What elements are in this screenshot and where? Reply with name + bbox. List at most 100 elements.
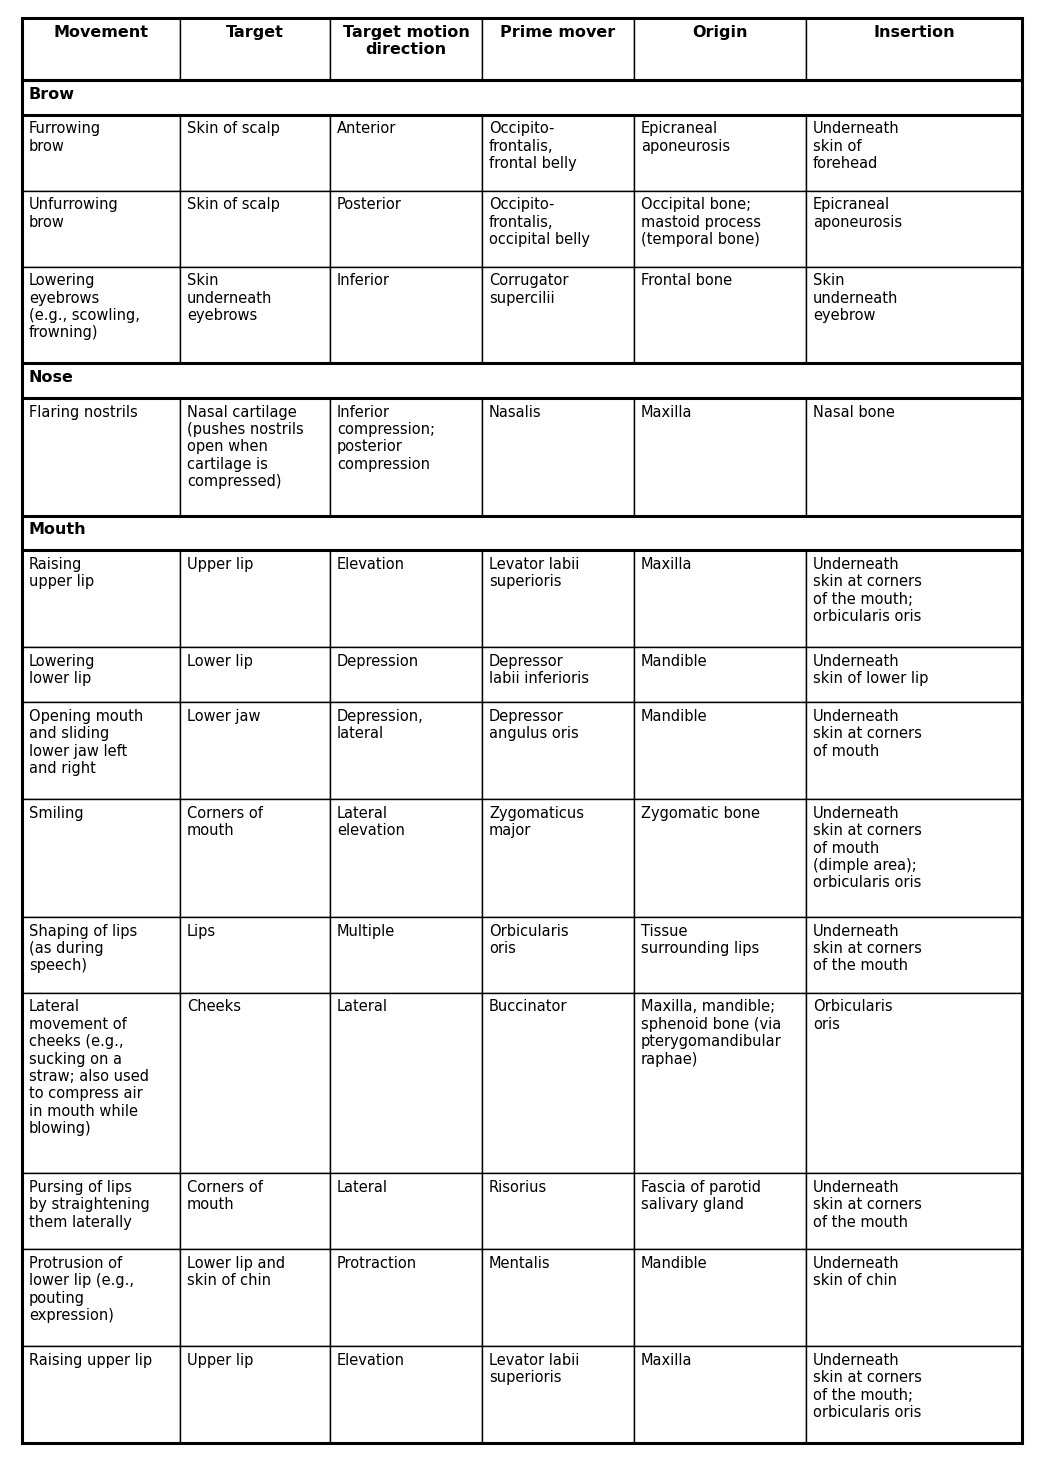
Text: Upper lip: Upper lip	[187, 557, 254, 573]
Bar	[634, 397, 806, 516]
Text: Flaring nostrils: Flaring nostrils	[29, 405, 137, 419]
Text: Lips: Lips	[187, 923, 216, 938]
Text: Unfurrowing
brow: Unfurrowing brow	[29, 197, 119, 229]
Bar	[806, 190, 1022, 266]
Text: Smiling: Smiling	[29, 806, 83, 821]
Text: Anterior: Anterior	[337, 121, 396, 136]
Bar	[180, 993, 330, 1173]
Bar	[806, 1173, 1022, 1249]
Text: Lateral
movement of
cheeks (e.g.,
sucking on a
straw; also used
to compress air
: Lateral movement of cheeks (e.g., suckin…	[29, 999, 149, 1137]
Text: Maxilla, mandible;
sphenoid bone (via
pterygomandibular
raphae): Maxilla, mandible; sphenoid bone (via pt…	[641, 999, 782, 1067]
Bar	[180, 18, 330, 80]
Bar	[180, 647, 330, 703]
Text: Skin
underneath
eyebrow: Skin underneath eyebrow	[813, 273, 899, 323]
Bar	[330, 993, 482, 1173]
Bar	[482, 647, 634, 703]
Bar	[806, 18, 1022, 80]
Bar	[330, 647, 482, 703]
Bar	[180, 114, 330, 190]
Text: Raising upper lip: Raising upper lip	[29, 1353, 152, 1367]
Text: Lower lip: Lower lip	[187, 655, 253, 669]
Bar	[330, 703, 482, 799]
Text: Skin of scalp: Skin of scalp	[187, 121, 280, 136]
Bar	[330, 1173, 482, 1249]
Text: Buccinator: Buccinator	[489, 999, 568, 1014]
Text: Maxilla: Maxilla	[641, 557, 693, 573]
Bar	[482, 918, 634, 993]
Bar	[180, 266, 330, 364]
Bar	[482, 397, 634, 516]
Bar	[22, 190, 180, 266]
Bar	[180, 1346, 330, 1443]
Bar	[482, 1173, 634, 1249]
Bar	[330, 18, 482, 80]
Text: Occipito-
frontalis,
frontal belly: Occipito- frontalis, frontal belly	[489, 121, 577, 171]
Text: Lateral: Lateral	[337, 1180, 388, 1195]
Text: Prime mover: Prime mover	[500, 25, 616, 39]
Text: Cheeks: Cheeks	[187, 999, 241, 1014]
Bar	[634, 918, 806, 993]
Text: Zygomatic bone: Zygomatic bone	[641, 806, 760, 821]
Text: Occipito-
frontalis,
occipital belly: Occipito- frontalis, occipital belly	[489, 197, 590, 247]
Bar	[330, 397, 482, 516]
Bar	[634, 993, 806, 1173]
Text: Depression: Depression	[337, 655, 419, 669]
Text: Underneath
skin at corners
of mouth: Underneath skin at corners of mouth	[813, 709, 921, 758]
Bar	[22, 364, 1022, 397]
Text: Underneath
skin of
forehead: Underneath skin of forehead	[813, 121, 900, 171]
Text: Fascia of parotid
salivary gland: Fascia of parotid salivary gland	[641, 1180, 761, 1213]
Bar	[482, 114, 634, 190]
Bar	[634, 1249, 806, 1346]
Bar	[482, 18, 634, 80]
Bar	[180, 551, 330, 647]
Bar	[806, 993, 1022, 1173]
Bar	[806, 918, 1022, 993]
Bar	[482, 1346, 634, 1443]
Text: Underneath
skin at corners
of the mouth: Underneath skin at corners of the mouth	[813, 1180, 921, 1230]
Bar	[330, 266, 482, 364]
Bar	[806, 799, 1022, 918]
Text: Levator labii
superioris: Levator labii superioris	[489, 557, 579, 589]
Text: Depression,
lateral: Depression, lateral	[337, 709, 423, 741]
Bar	[482, 703, 634, 799]
Text: Protrusion of
lower lip (e.g.,
pouting
expression): Protrusion of lower lip (e.g., pouting e…	[29, 1256, 134, 1324]
Bar	[482, 799, 634, 918]
Text: Underneath
skin at corners
of the mouth: Underneath skin at corners of the mouth	[813, 923, 921, 973]
Text: Maxilla: Maxilla	[641, 1353, 693, 1367]
Text: Orbicularis
oris: Orbicularis oris	[813, 999, 892, 1031]
Text: Lower jaw: Lower jaw	[187, 709, 260, 723]
Bar	[22, 266, 180, 364]
Text: Risorius: Risorius	[489, 1180, 547, 1195]
Bar	[330, 114, 482, 190]
Bar	[634, 551, 806, 647]
Text: Lowering
lower lip: Lowering lower lip	[29, 655, 96, 687]
Bar	[634, 1346, 806, 1443]
Text: Inferior
compression;
posterior
compression: Inferior compression; posterior compress…	[337, 405, 435, 472]
Bar	[180, 1249, 330, 1346]
Text: Posterior: Posterior	[337, 197, 401, 212]
Text: Levator labii
superioris: Levator labii superioris	[489, 1353, 579, 1385]
Bar	[330, 1249, 482, 1346]
Text: Orbicularis
oris: Orbicularis oris	[489, 923, 569, 955]
Text: Shaping of lips
(as during
speech): Shaping of lips (as during speech)	[29, 923, 137, 973]
Bar	[330, 918, 482, 993]
Text: Target: Target	[226, 25, 284, 39]
Bar	[634, 18, 806, 80]
Text: Nasal bone: Nasal bone	[813, 405, 894, 419]
Bar	[482, 266, 634, 364]
Text: Mandible: Mandible	[641, 1256, 707, 1271]
Text: Elevation: Elevation	[337, 1353, 405, 1367]
Text: Frontal bone: Frontal bone	[641, 273, 732, 288]
Text: Zygomaticus
major: Zygomaticus major	[489, 806, 584, 839]
Text: Occipital bone;
mastoid process
(temporal bone): Occipital bone; mastoid process (tempora…	[641, 197, 761, 247]
Bar	[806, 551, 1022, 647]
Bar	[634, 114, 806, 190]
Text: Pursing of lips
by straightening
them laterally: Pursing of lips by straightening them la…	[29, 1180, 150, 1230]
Text: Mandible: Mandible	[641, 655, 707, 669]
Bar	[634, 647, 806, 703]
Bar	[482, 1249, 634, 1346]
Text: Upper lip: Upper lip	[187, 1353, 254, 1367]
Text: Movement: Movement	[53, 25, 149, 39]
Text: Furrowing
brow: Furrowing brow	[29, 121, 101, 153]
Bar	[22, 114, 180, 190]
